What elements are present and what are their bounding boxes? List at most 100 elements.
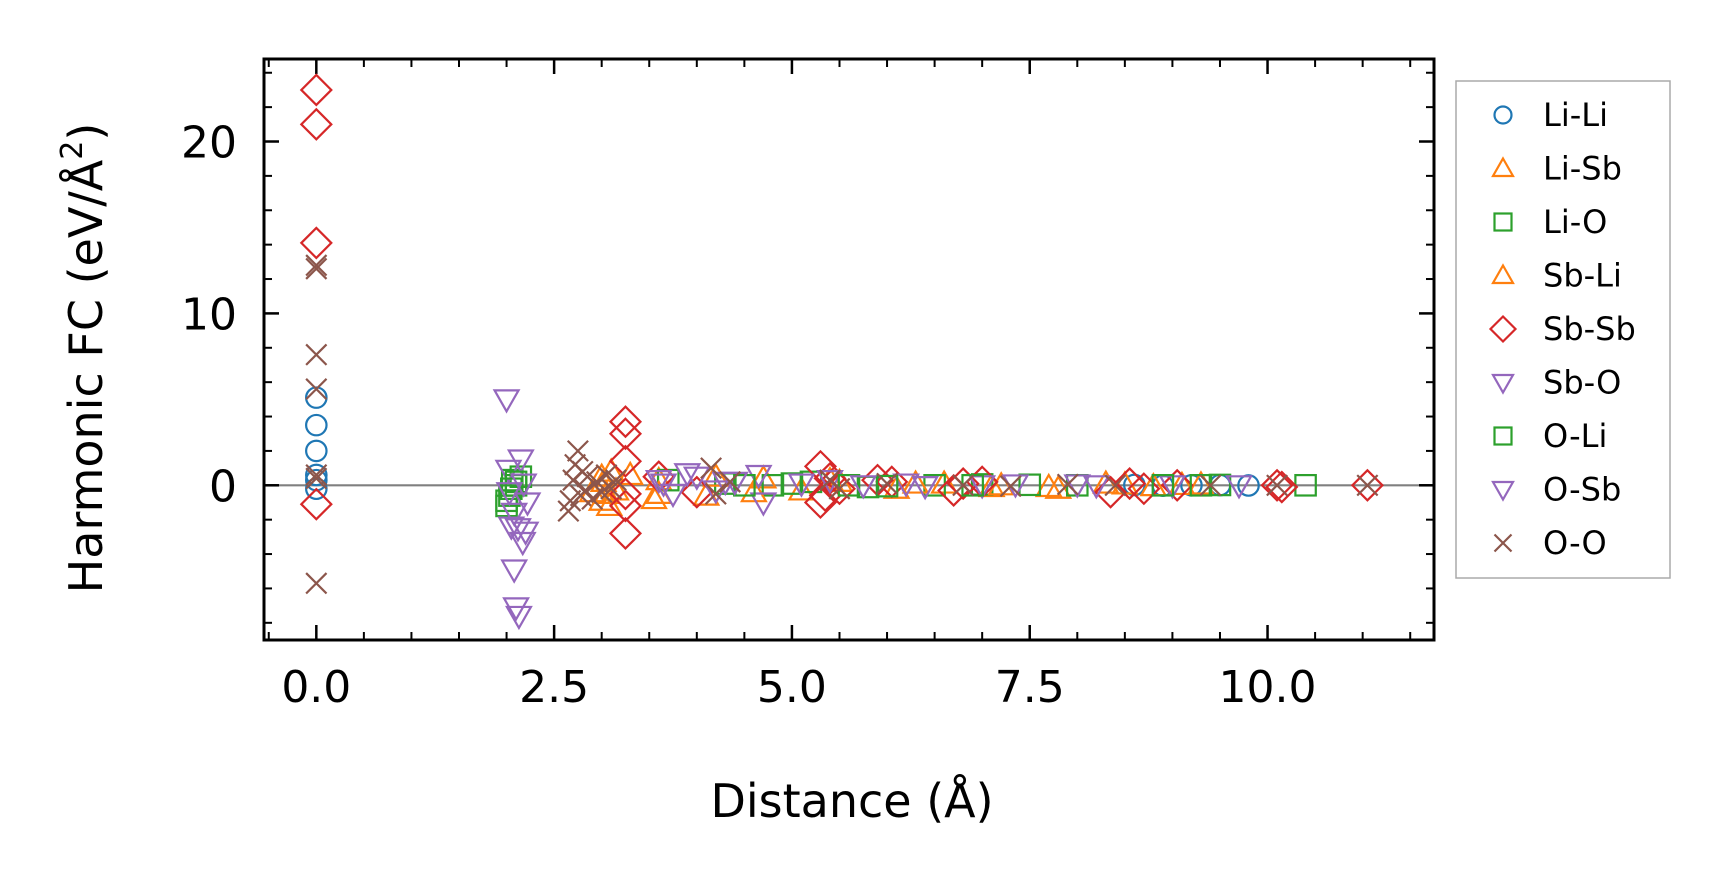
legend-marker	[1493, 212, 1513, 232]
legend-marker	[1491, 373, 1515, 395]
data-point	[837, 473, 861, 497]
data-point	[1160, 468, 1194, 502]
data-point	[828, 477, 851, 500]
data-point	[952, 474, 975, 497]
data-point	[608, 444, 643, 478]
legend-marker	[1493, 105, 1513, 125]
legend-label: Sb-Li	[1543, 257, 1622, 295]
data-point	[946, 467, 980, 501]
data-point	[1168, 470, 1196, 496]
data-point	[977, 472, 1006, 498]
legend-marker	[1488, 314, 1518, 344]
data-point	[1018, 473, 1042, 497]
data-point	[305, 254, 328, 277]
x-tick-label: 5.0	[757, 662, 827, 713]
legend-label: O-O	[1543, 524, 1607, 562]
data-point	[640, 484, 668, 510]
data-point	[744, 464, 773, 490]
legend-label: O-Li	[1543, 417, 1607, 455]
data-point	[305, 439, 328, 463]
data-point	[1350, 468, 1384, 502]
legend-label: Li-Li	[1543, 96, 1608, 134]
data-point	[1199, 474, 1222, 497]
legend-label: O-Sb	[1543, 471, 1621, 509]
data-point	[1356, 474, 1379, 497]
data-point	[1127, 472, 1161, 506]
legend-item-sb-sb: Sb-Sb	[1488, 310, 1636, 348]
data-point	[719, 470, 742, 493]
data-point	[682, 466, 711, 491]
legend-item-o-o: O-O	[1493, 524, 1607, 562]
data-point	[901, 469, 930, 494]
y-tick-label: 0	[209, 461, 237, 512]
legend-item-li-li: Li-Li	[1493, 96, 1608, 134]
y-tick-label: 10	[181, 289, 237, 340]
data-point	[822, 472, 857, 506]
data-point	[1034, 472, 1063, 498]
data-point	[849, 475, 878, 500]
data-point	[299, 107, 333, 141]
data-point	[704, 482, 727, 505]
legend-label: Li-O	[1543, 203, 1607, 241]
data-point	[566, 439, 589, 462]
data-point	[608, 489, 643, 523]
data-point	[513, 492, 542, 517]
data-point	[595, 491, 624, 517]
data-point	[876, 472, 899, 495]
data-point	[749, 492, 778, 517]
data-point	[1225, 475, 1253, 500]
legend-label: Sb-Sb	[1543, 310, 1636, 348]
data-point	[305, 386, 328, 409]
data-point	[305, 257, 328, 280]
legend-item-li-sb: Li-Sb	[1491, 150, 1622, 188]
data-point	[808, 479, 842, 513]
data-point	[701, 462, 730, 487]
data-point	[305, 463, 328, 487]
legend-item-li-o: Li-O	[1493, 203, 1607, 241]
data-point	[761, 473, 785, 497]
data-point	[608, 477, 643, 511]
data-point	[305, 467, 328, 490]
data-point	[608, 417, 643, 451]
data-point	[644, 470, 673, 495]
plot-frame	[262, 57, 1436, 642]
data-point	[659, 483, 687, 509]
data-point	[875, 474, 899, 498]
data-point	[999, 475, 1022, 498]
data-point	[305, 413, 328, 437]
data-point	[505, 605, 533, 631]
data-point	[1104, 474, 1127, 497]
data-point	[502, 597, 530, 622]
data-point	[787, 473, 816, 498]
data-points	[299, 73, 1384, 631]
data-point	[1265, 470, 1299, 504]
legend-item-sb-li: Sb-Li	[1491, 257, 1622, 295]
legend: Li-Li Li-Sb Li-O Sb-Li Sb-Sb Sb-O O-Li O-Sb O-O	[1455, 80, 1671, 579]
data-point	[787, 476, 816, 501]
data-point	[608, 405, 643, 439]
data-point	[305, 378, 328, 401]
data-point	[780, 472, 804, 495]
data-point	[700, 457, 723, 480]
data-point	[492, 389, 521, 414]
data-point	[1056, 473, 1079, 496]
data-point	[504, 518, 532, 543]
data-point	[1094, 475, 1128, 509]
legend-marker	[1491, 480, 1515, 502]
series-sb-sb	[299, 73, 1384, 550]
legend-item-o-sb: O-Sb	[1491, 471, 1621, 509]
x-tick-label: 2.5	[519, 662, 589, 713]
y-axis-label-superscript: 2	[55, 141, 90, 160]
x-axis-title: Distance (Å)	[710, 774, 993, 828]
legend-label: Li-Sb	[1543, 150, 1622, 188]
data-point	[911, 476, 939, 501]
data-point	[701, 480, 730, 505]
data-point	[803, 449, 838, 483]
data-point	[559, 489, 582, 512]
legend-marker	[1493, 426, 1513, 446]
data-point	[305, 572, 328, 595]
data-point	[500, 502, 529, 528]
series-o-o	[305, 254, 1379, 595]
data-point	[500, 559, 529, 584]
